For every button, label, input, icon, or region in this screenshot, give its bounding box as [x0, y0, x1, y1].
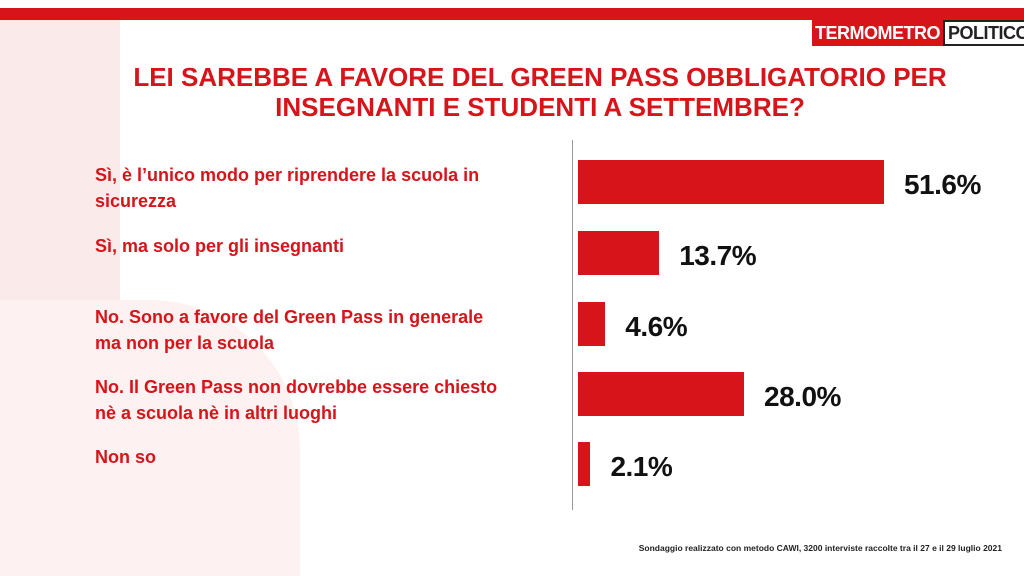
logo: TERMOMETRO POLITICO: [812, 20, 1024, 46]
value-label: 4.6%: [625, 311, 688, 342]
category-label: No. Sono a favore del Green Pass in gene…: [95, 307, 484, 353]
chart-title: LEI SAREBBE A FAVORE DEL GREEN PASS OBBL…: [133, 62, 947, 122]
axis-line: [572, 140, 573, 510]
bar: [578, 372, 745, 416]
category-label: Non so: [95, 447, 156, 467]
value-label: 2.1%: [610, 451, 673, 482]
logo-text: TERMOMETRO: [812, 20, 943, 46]
bar: [578, 442, 591, 486]
value-label: 28.0%: [764, 381, 841, 412]
footnote: Sondaggio realizzato con metodo CAWI, 32…: [638, 543, 1002, 553]
background-shape: [0, 300, 300, 576]
value-label: 51.6%: [903, 169, 981, 200]
value-label: 13.7%: [679, 240, 757, 271]
bar: [578, 160, 884, 204]
logo-text: POLITICO: [943, 20, 1024, 46]
category-label: Sì, è l’unico modo per riprendere la scu…: [95, 165, 480, 211]
bar: [578, 302, 606, 346]
top-bar: [0, 8, 1024, 20]
category-label: No. Il Green Pass non dovrebbe essere ch…: [95, 377, 498, 423]
bar: [578, 231, 660, 275]
category-label: Sì, ma solo per gli insegnanti: [95, 236, 345, 256]
